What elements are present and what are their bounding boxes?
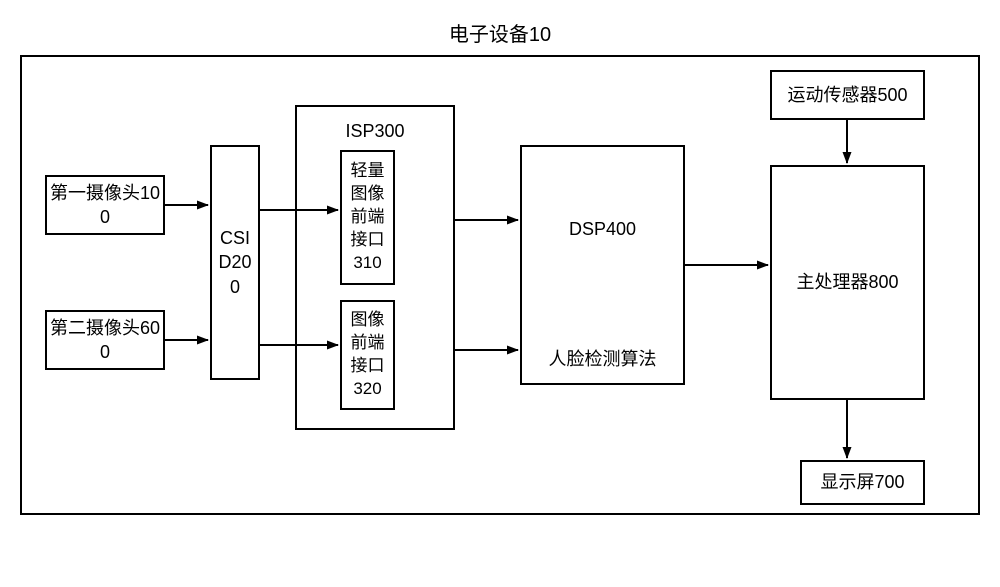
node-csi: CSID200	[210, 145, 260, 380]
diagram-title: 电子设备10	[0, 18, 1000, 47]
node-camera1-label: 第一摄像头100	[50, 181, 160, 230]
node-main-proc: 主处理器800	[770, 165, 925, 400]
node-csi-label: CSID200	[218, 226, 251, 299]
node-camera2-label: 第二摄像头600	[50, 316, 160, 365]
node-display: 显示屏700	[800, 460, 925, 505]
node-camera1: 第一摄像头100	[45, 175, 165, 235]
node-isp-label: ISP300	[297, 119, 453, 143]
node-isp-sub1: 轻量图像前端接口310	[340, 150, 395, 285]
node-sensor-label: 运动传感器500	[787, 83, 907, 107]
node-dsp: DSP400 人脸检测算法	[520, 145, 685, 385]
node-dsp-bottom-label: 人脸检测算法	[522, 347, 683, 371]
node-display-label: 显示屏700	[820, 470, 904, 494]
diagram-canvas: 电子设备10 第一摄像头100 第二摄像头600 CSID200 ISP300 …	[0, 0, 1000, 587]
node-dsp-top-label: DSP400	[522, 217, 683, 241]
node-main-proc-label: 主处理器800	[796, 270, 898, 294]
node-isp-sub2: 图像前端接口320	[340, 300, 395, 410]
node-isp-sub2-label: 图像前端接口320	[351, 309, 385, 401]
node-isp-sub1-label: 轻量图像前端接口310	[351, 160, 385, 275]
node-camera2: 第二摄像头600	[45, 310, 165, 370]
node-sensor: 运动传感器500	[770, 70, 925, 120]
